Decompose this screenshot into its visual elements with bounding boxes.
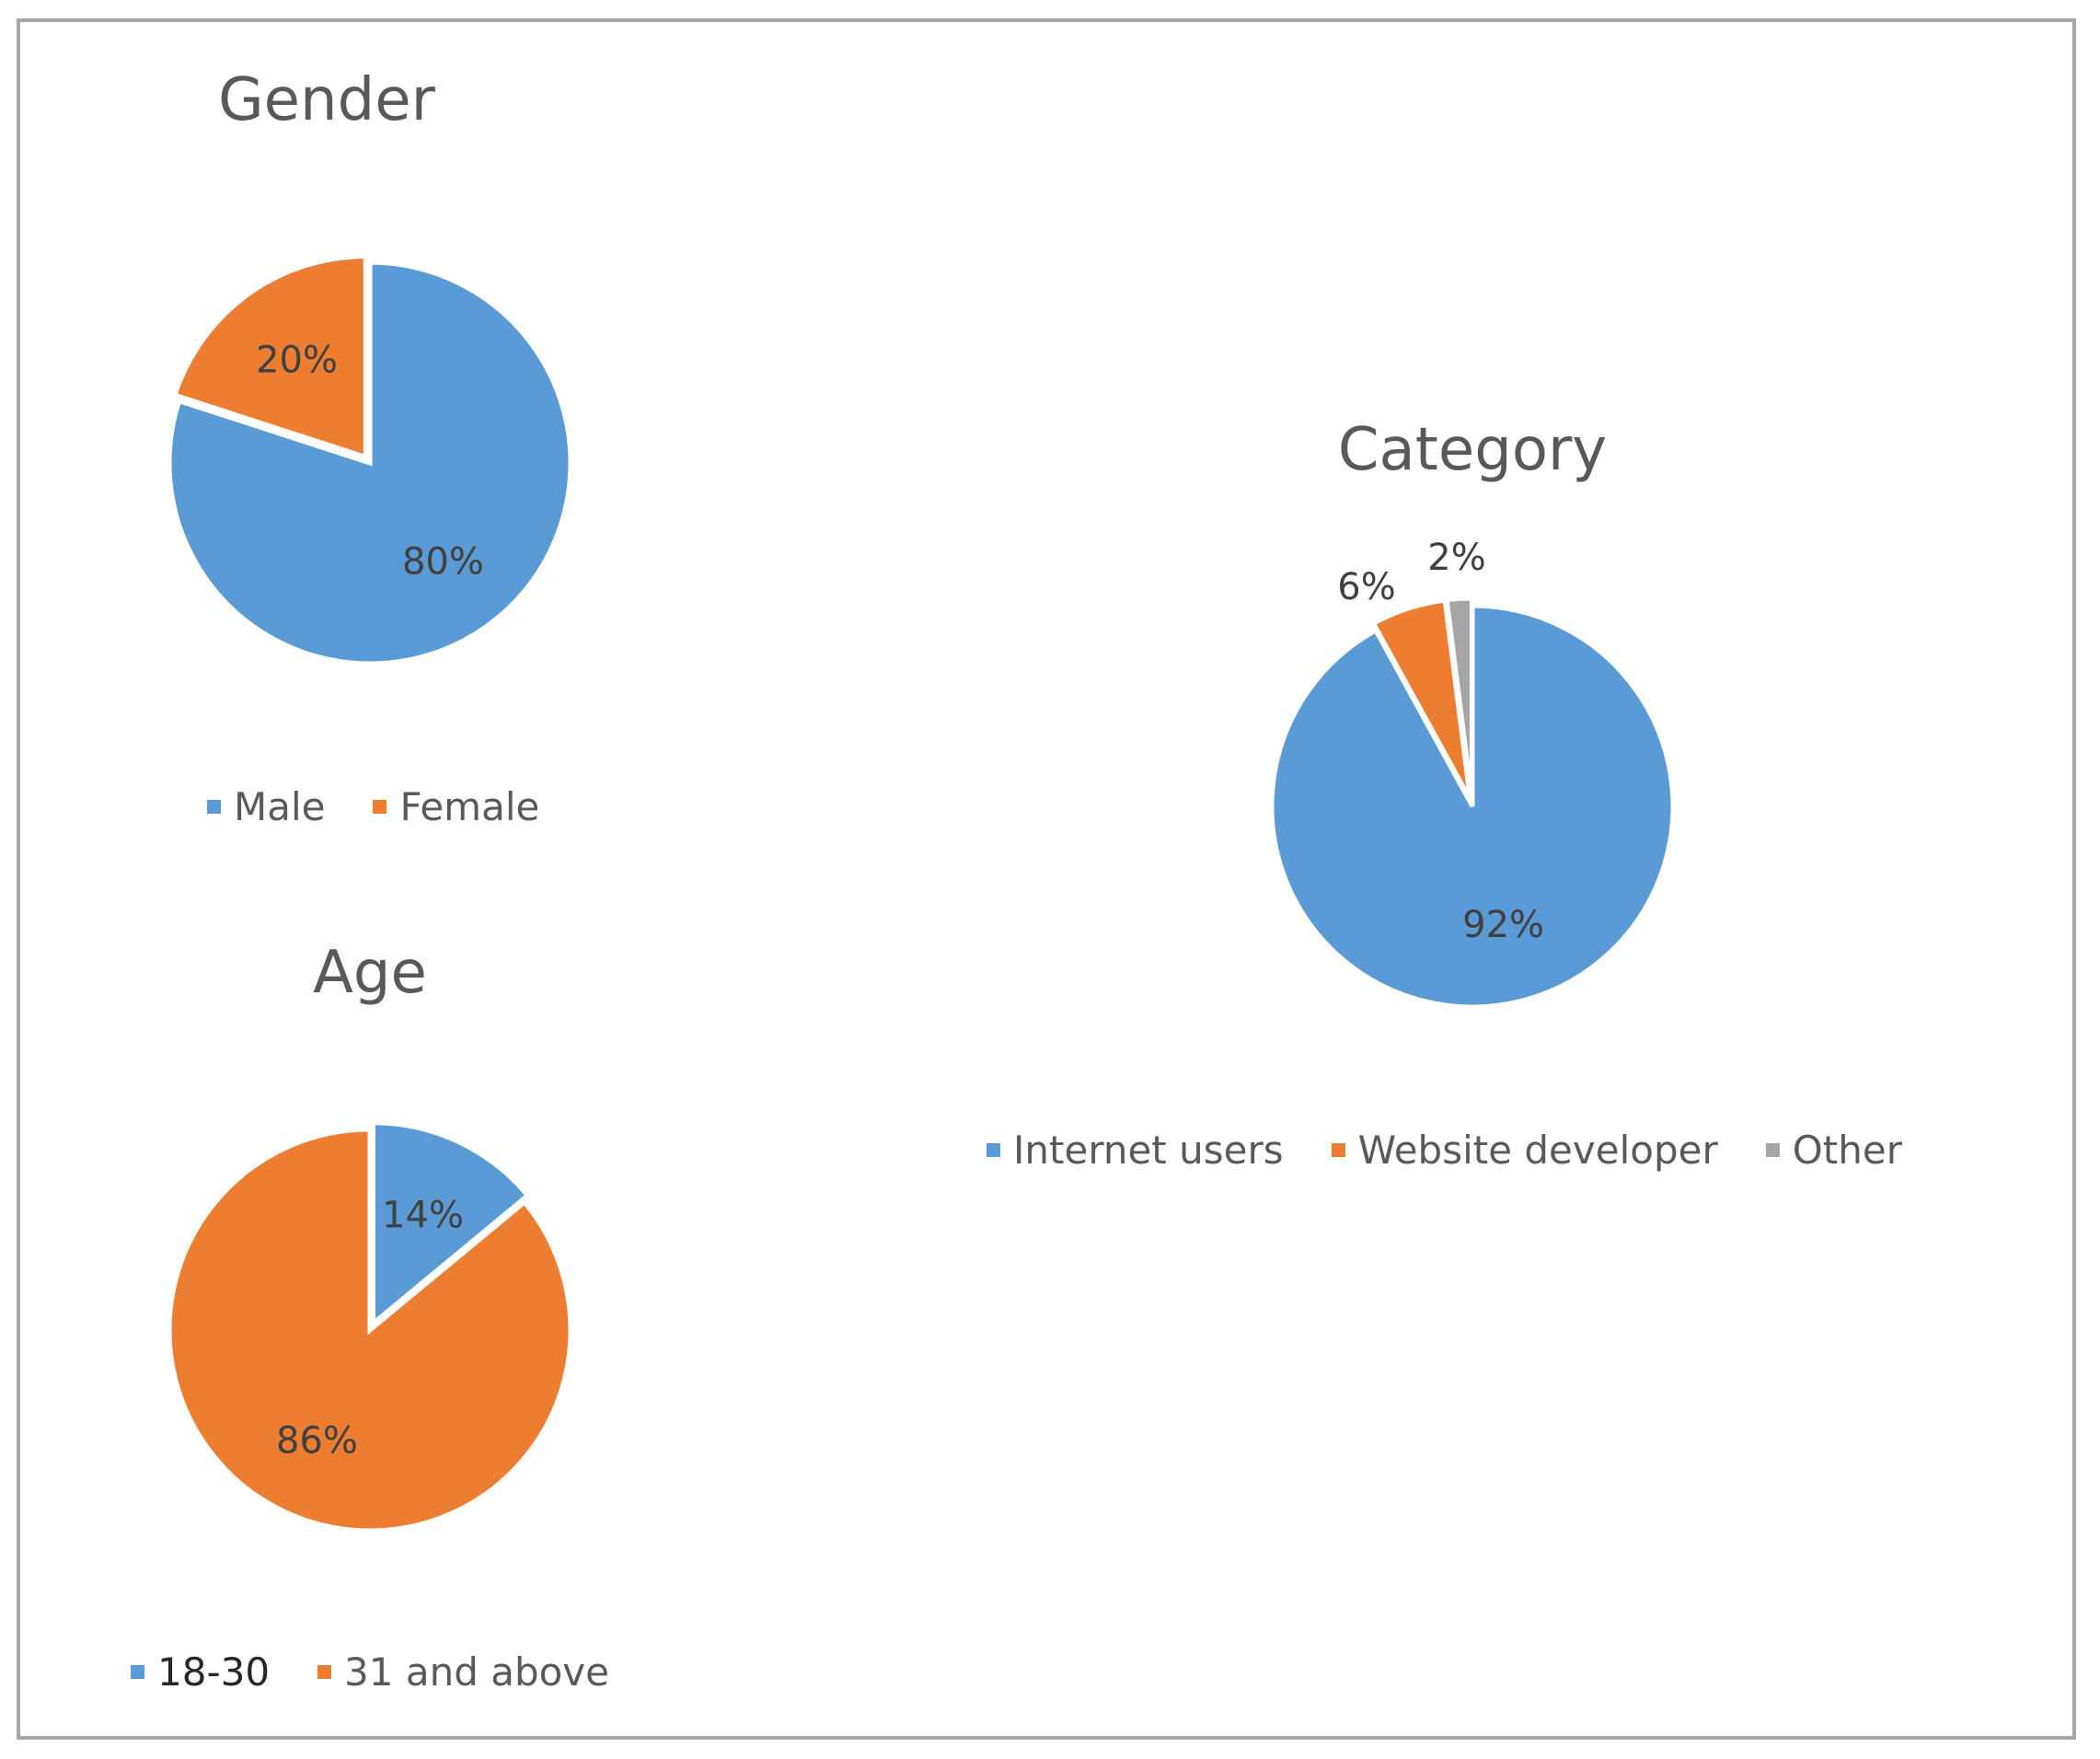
category-data-label: 6% — [1337, 566, 1395, 608]
legend-item-31-and-above: 31 and above — [317, 1649, 609, 1695]
legend-swatch-other — [1766, 1143, 1780, 1157]
legend-item-website-developer: Website developer — [1332, 1128, 1718, 1173]
age-data-label: 86% — [276, 1419, 358, 1462]
category-legend: Internet users Website developer Other — [987, 1128, 1950, 1173]
legend-label-31-and-above: 31 and above — [344, 1649, 609, 1695]
legend-swatch-website-developer — [1332, 1143, 1345, 1157]
legend-item-other: Other — [1766, 1128, 1902, 1173]
legend-item-18-30: 18-30 — [131, 1649, 270, 1695]
legend-item-female: Female — [373, 784, 539, 829]
gender-data-label: 20% — [256, 340, 338, 382]
legend-label-website-developer: Website developer — [1358, 1128, 1718, 1173]
legend-item-internet-users: Internet users — [987, 1128, 1284, 1173]
legend-label-female: Female — [399, 784, 539, 829]
age-legend: 18-30 31 and above — [131, 1649, 657, 1695]
age-data-label: 14% — [382, 1195, 464, 1237]
category-data-label: 92% — [1462, 904, 1544, 946]
gender-data-label: 80% — [402, 540, 484, 583]
category-data-label: 2% — [1427, 537, 1485, 579]
legend-swatch-male — [207, 800, 221, 814]
legend-label-male: Male — [234, 784, 325, 829]
category-chart-title: Category — [1338, 416, 1607, 484]
legend-label-18-30: 18-30 — [157, 1649, 270, 1695]
age-chart-title: Age — [313, 939, 427, 1007]
legend-swatch-18-30 — [131, 1665, 144, 1679]
legend-swatch-internet-users — [987, 1143, 1000, 1157]
legend-label-other: Other — [1793, 1128, 1902, 1173]
legend-item-male: Male — [207, 784, 325, 829]
legend-label-internet-users: Internet users — [1013, 1128, 1284, 1173]
gender-legend: Male Female — [207, 784, 587, 829]
legend-swatch-female — [373, 800, 387, 814]
legend-swatch-31-and-above — [317, 1665, 331, 1679]
